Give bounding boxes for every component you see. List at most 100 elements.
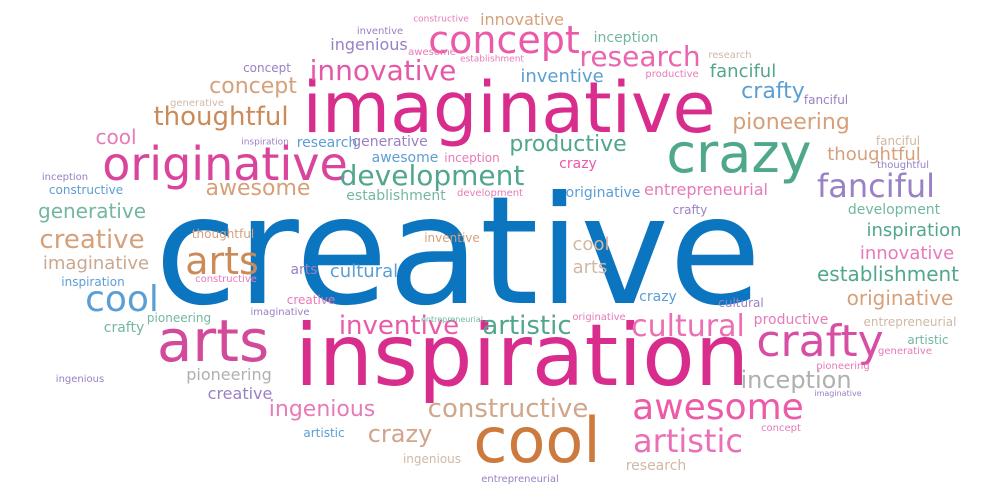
word-inspiration-3: inspiration bbox=[61, 275, 125, 289]
word-artistic-3: artistic bbox=[303, 426, 345, 440]
word-inspiration-4: inspiration bbox=[241, 137, 289, 148]
word-generative-4: generative bbox=[878, 346, 932, 357]
word-thoughtful-2: thoughtful bbox=[827, 144, 921, 165]
word-inventive-2: inventive bbox=[520, 66, 604, 87]
word-development: development bbox=[339, 159, 525, 192]
word-crafty: crafty bbox=[756, 316, 884, 367]
word-arts: arts bbox=[156, 307, 270, 375]
word-innovative-2: innovative bbox=[859, 243, 955, 264]
word-inventive: inventive bbox=[338, 311, 460, 341]
word-inception: inception bbox=[740, 366, 852, 394]
word-imaginative-2: imaginative bbox=[42, 253, 150, 274]
word-entrepreneurial-2: entrepreneurial bbox=[481, 474, 559, 485]
word-ingenious: ingenious bbox=[268, 397, 376, 422]
word-arts-4: arts bbox=[290, 262, 318, 278]
word-innovative: innovative bbox=[309, 54, 457, 87]
word-fanciful-3: fanciful bbox=[803, 93, 849, 107]
word-constructive: constructive bbox=[427, 394, 589, 424]
word-crafty-3: crafty bbox=[103, 320, 145, 336]
word-ingenious-2: ingenious bbox=[330, 35, 408, 54]
word-research-4: research bbox=[708, 50, 752, 61]
word-fanciful-2: fanciful bbox=[709, 61, 777, 82]
word-inspiration-2: inspiration bbox=[866, 220, 962, 241]
word-inception-3: inception bbox=[444, 151, 500, 165]
word-establishment: establishment bbox=[816, 262, 960, 286]
word-productive-2: productive bbox=[753, 312, 829, 328]
word-originative: originative bbox=[102, 137, 348, 191]
word-imaginative-3: imaginative bbox=[250, 307, 310, 318]
word-inventive-3: inventive bbox=[424, 231, 480, 245]
word-ingenious-3: ingenious bbox=[402, 452, 462, 466]
word-cultural-3: cultural bbox=[718, 296, 764, 310]
word-productive: productive bbox=[509, 132, 627, 157]
word-ingenious-4: ingenious bbox=[55, 374, 105, 385]
word-entrepreneurial-3: entrepreneurial bbox=[863, 315, 957, 329]
word-concept-2: concept bbox=[209, 74, 297, 99]
word-thoughtful: thoughtful bbox=[153, 102, 289, 132]
word-development-3: development bbox=[457, 188, 523, 199]
word-constructive-2: constructive bbox=[48, 183, 124, 197]
word-awesome-4: awesome bbox=[408, 47, 456, 58]
word-research-2: research bbox=[296, 135, 358, 151]
word-cool-3: cool bbox=[95, 125, 137, 149]
word-development-2: development bbox=[847, 202, 941, 218]
word-crafty-4: crafty bbox=[672, 203, 708, 217]
word-originative-3: originative bbox=[565, 185, 641, 201]
word-originative-2: originative bbox=[846, 286, 954, 310]
word-generative-2: generative bbox=[352, 134, 428, 150]
word-constructive-3: constructive bbox=[195, 274, 257, 285]
word-cultural: cultural bbox=[631, 309, 745, 344]
word-pioneering-2: pioneering bbox=[186, 365, 272, 384]
word-thoughtful-3: thoughtful bbox=[191, 227, 255, 241]
word-inspiration: inspiration bbox=[294, 306, 750, 406]
word-creative-3: creative bbox=[207, 384, 273, 403]
word-creative-2: creative bbox=[39, 225, 145, 255]
word-crazy: crazy bbox=[666, 122, 812, 185]
word-concept-3: concept bbox=[243, 61, 291, 75]
word-creative-4: creative bbox=[286, 293, 336, 307]
word-thoughtful-4: thoughtful bbox=[877, 160, 929, 171]
word-productive-3: productive bbox=[645, 69, 699, 80]
word-creative: creative bbox=[154, 165, 762, 339]
word-imaginative: imaginative bbox=[302, 67, 716, 149]
word-cool: cool bbox=[473, 404, 601, 477]
word-pioneering-3: pioneering bbox=[146, 311, 212, 325]
word-arts-2: arts bbox=[185, 239, 259, 283]
word-awesome: awesome bbox=[632, 387, 804, 428]
word-pioneering-4: pioneering bbox=[816, 361, 870, 372]
word-entrepreneurial-4: entrepreneurial bbox=[421, 315, 483, 324]
word-concept-4: concept bbox=[761, 423, 801, 434]
word-crazy-3: crazy bbox=[559, 156, 597, 172]
word-originative-4: originative bbox=[572, 312, 626, 323]
word-cool-4: cool bbox=[572, 234, 610, 255]
word-cool-2: cool bbox=[85, 279, 159, 320]
word-imaginative-4: imaginative bbox=[814, 389, 862, 398]
word-artistic: artistic bbox=[633, 422, 743, 460]
word-fanciful: fanciful bbox=[816, 167, 936, 205]
word-crazy-2: crazy bbox=[367, 420, 433, 448]
word-establishment-2: establishment bbox=[346, 188, 446, 204]
word-crazy-4: crazy bbox=[639, 289, 677, 305]
word-pioneering: pioneering bbox=[732, 110, 850, 135]
word-generative: generative bbox=[38, 199, 146, 223]
word-crafty-2: crafty bbox=[741, 79, 805, 104]
word-research-3: research bbox=[625, 458, 687, 474]
word-awesome-2: awesome bbox=[205, 176, 311, 201]
word-inception-2: inception bbox=[593, 30, 659, 46]
word-artistic-2: artistic bbox=[482, 311, 572, 341]
word-inventive-4: inventive bbox=[356, 26, 404, 37]
word-concept: concept bbox=[428, 18, 580, 62]
word-cultural-2: cultural bbox=[329, 261, 399, 282]
word-constructive-4: constructive bbox=[413, 14, 469, 25]
word-inception-4: inception bbox=[41, 172, 89, 183]
word-innovative-3: innovative bbox=[480, 10, 564, 29]
word-awesome-3: awesome bbox=[371, 150, 439, 166]
word-artistic-4: artistic bbox=[907, 333, 949, 347]
word-research: research bbox=[579, 40, 701, 73]
word-generative-3: generative bbox=[170, 98, 224, 109]
word-arts-3: arts bbox=[572, 257, 608, 278]
word-fanciful-4: fanciful bbox=[875, 134, 921, 148]
word-establishment-3: establishment bbox=[460, 54, 524, 65]
word-entrepreneurial: entrepreneurial bbox=[644, 180, 768, 199]
